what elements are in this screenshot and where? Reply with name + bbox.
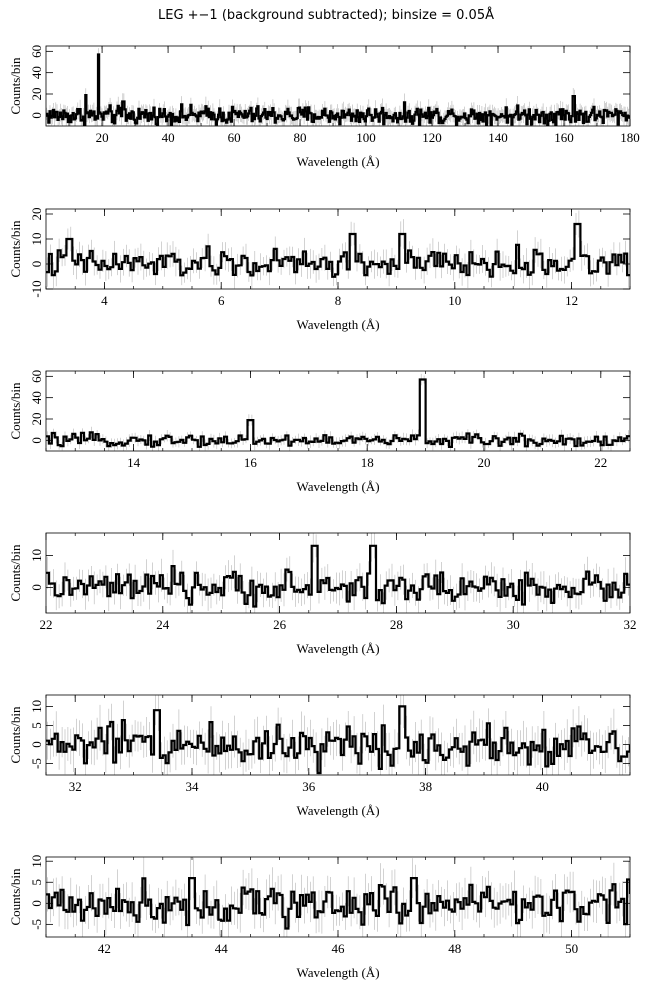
x-tick-label: 22 bbox=[594, 455, 607, 470]
x-tick-label: 6 bbox=[218, 293, 225, 308]
x-tick-label: 46 bbox=[332, 941, 346, 956]
y-tick-label: 10 bbox=[29, 549, 44, 562]
x-tick-label: 36 bbox=[302, 779, 316, 794]
x-tick-label: 10 bbox=[448, 293, 461, 308]
y-axis-title: Counts/bin bbox=[8, 868, 23, 926]
x-tick-label: 26 bbox=[273, 617, 287, 632]
x-tick-label: 40 bbox=[536, 779, 549, 794]
y-tick-label: 0 bbox=[29, 741, 44, 748]
x-axis-title: Wavelength (Å) bbox=[296, 641, 379, 656]
y-tick-label: 40 bbox=[29, 66, 44, 79]
x-tick-label: 160 bbox=[554, 130, 574, 145]
x-tick-label: 38 bbox=[419, 779, 432, 794]
y-tick-label: 40 bbox=[29, 391, 44, 404]
y-tick-label: 0 bbox=[29, 261, 44, 268]
panel-data bbox=[46, 533, 630, 613]
y-tick-label: 60 bbox=[29, 45, 44, 58]
x-tick-label: 20 bbox=[96, 130, 109, 145]
panel-data bbox=[46, 48, 630, 126]
x-tick-label: 32 bbox=[69, 779, 82, 794]
plot-frame bbox=[45, 45, 631, 127]
y-tick-label: 20 bbox=[29, 413, 44, 426]
y-axis-title: Counts/bin bbox=[8, 220, 23, 278]
x-tick-label: 34 bbox=[186, 779, 200, 794]
y-tick-label: 10 bbox=[29, 700, 44, 713]
x-tick-label: 30 bbox=[507, 617, 520, 632]
spectrum-line bbox=[46, 378, 630, 448]
panel-data bbox=[46, 695, 630, 775]
y-tick-label: 10 bbox=[29, 855, 44, 868]
y-tick-label: -5 bbox=[29, 919, 44, 930]
error-bars bbox=[47, 210, 629, 289]
x-axis-title: Wavelength (Å) bbox=[296, 479, 379, 494]
y-tick-label: 20 bbox=[29, 88, 44, 101]
x-tick-label: 40 bbox=[162, 130, 175, 145]
y-axis-title: Counts/bin bbox=[8, 544, 23, 602]
x-tick-label: 18 bbox=[361, 455, 374, 470]
panel-4: 22 24 26 28 30 32 0 10 Wavelength (Å) Counts/bin bbox=[8, 532, 637, 656]
panel-6: 42 44 46 48 50 -5 0 5 10 Wavelength (Å) Counts/bin bbox=[8, 855, 631, 980]
page-title: LEG +−1 (background subtracted); binsize… bbox=[157, 8, 494, 23]
y-tick-label: 10 bbox=[29, 233, 44, 246]
error-bars bbox=[47, 857, 629, 937]
panel-3: 14 16 18 20 22 0 20 40 60 Wavelength (Å) Counts/bi… bbox=[8, 370, 631, 494]
panel-1: 20 40 60 80 100 120 140 160 180 0 20 40 60 Wavelength… bbox=[8, 45, 640, 169]
x-tick-label: 60 bbox=[228, 130, 241, 145]
x-tick-label: 140 bbox=[488, 130, 508, 145]
x-tick-label: 4 bbox=[101, 293, 108, 308]
error-bars bbox=[47, 533, 629, 613]
x-axis-title: Wavelength (Å) bbox=[296, 317, 379, 332]
y-tick-label: 0 bbox=[29, 584, 44, 591]
y-axis-title: Counts/bin bbox=[8, 57, 23, 115]
plot-frame bbox=[45, 532, 631, 614]
x-tick-label: 120 bbox=[422, 130, 442, 145]
panel-data bbox=[46, 373, 630, 451]
spectrum-line bbox=[46, 222, 630, 278]
x-tick-label: 50 bbox=[565, 941, 578, 956]
x-tick-label: 14 bbox=[127, 455, 141, 470]
x-tick-label: 32 bbox=[624, 617, 637, 632]
spectrum-line bbox=[46, 544, 630, 608]
y-tick-label: 20 bbox=[29, 208, 44, 221]
spectrum-line bbox=[46, 705, 630, 775]
y-tick-label: 5 bbox=[29, 879, 44, 886]
x-tick-label: 16 bbox=[244, 455, 258, 470]
x-tick-label: 48 bbox=[448, 941, 461, 956]
panel-2: 4 6 8 10 12 -10 0 10 20 Wavelength (Å) Counts/bin bbox=[8, 208, 631, 332]
panel-data bbox=[46, 857, 630, 937]
spectrum-line bbox=[46, 877, 630, 930]
panel-data bbox=[46, 210, 630, 289]
x-tick-label: 8 bbox=[335, 293, 342, 308]
x-tick-label: 28 bbox=[390, 617, 403, 632]
y-axis-title: Counts/bin bbox=[8, 382, 23, 440]
panel-5: 32 34 36 38 40 -5 0 5 10 Wavelength (Å) Counts/bin bbox=[8, 694, 631, 818]
y-tick-label: 5 bbox=[29, 722, 44, 729]
y-tick-label: -10 bbox=[29, 280, 44, 297]
x-axis-title: Wavelength (Å) bbox=[296, 154, 379, 169]
x-tick-label: 80 bbox=[294, 130, 307, 145]
x-tick-label: 44 bbox=[215, 941, 229, 956]
x-tick-label: 22 bbox=[40, 617, 53, 632]
spectrum-line bbox=[46, 53, 630, 126]
x-tick-label: 20 bbox=[478, 455, 491, 470]
y-tick-label: 0 bbox=[29, 437, 44, 444]
x-tick-label: 12 bbox=[565, 293, 578, 308]
y-tick-label: 60 bbox=[29, 370, 44, 383]
x-tick-label: 180 bbox=[620, 130, 640, 145]
x-tick-label: 24 bbox=[156, 617, 170, 632]
y-tick-label: 0 bbox=[29, 900, 44, 907]
y-tick-label: -5 bbox=[29, 758, 44, 769]
y-axis-title: Counts/bin bbox=[8, 706, 23, 764]
plot-frame bbox=[45, 208, 631, 290]
x-axis-title: Wavelength (Å) bbox=[296, 803, 379, 818]
y-tick-label: 0 bbox=[29, 112, 44, 119]
x-axis-title: Wavelength (Å) bbox=[296, 965, 379, 980]
x-tick-label: 100 bbox=[356, 130, 376, 145]
x-tick-label: 42 bbox=[98, 941, 111, 956]
